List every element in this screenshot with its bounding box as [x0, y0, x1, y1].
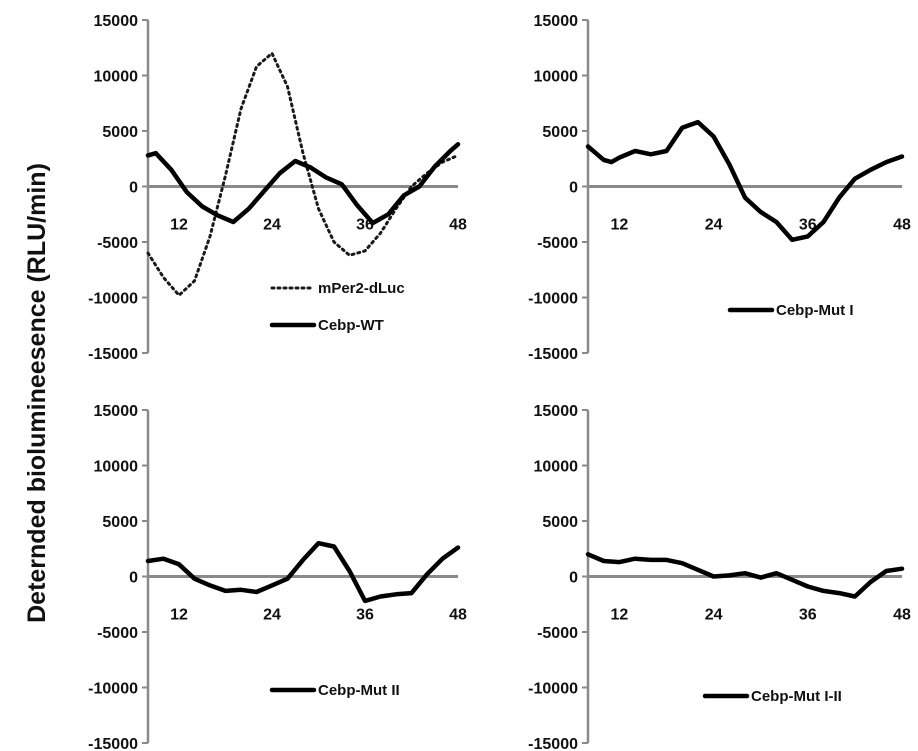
y-tick-label: 5000: [542, 124, 578, 141]
series-line-cebp-mut-i-ii: [585, 552, 905, 599]
panel-bottom-right: 15000 10000 5000 0 -5000 -10000 -15000 12 24 36 48…: [528, 403, 911, 751]
x-tick-label: 12: [611, 607, 629, 624]
x-tick-label: 48: [449, 607, 467, 624]
x-tick-label: 24: [263, 607, 281, 624]
y-tick-label: -5000: [537, 625, 578, 642]
series-line-mper2-dluc: [146, 51, 460, 297]
y-tick-label: -15000: [88, 736, 138, 751]
x-tick-label: 48: [893, 607, 911, 624]
y-tick-label: 15000: [534, 13, 579, 30]
y-tick-label: -15000: [88, 346, 138, 363]
x-tick-label: 48: [893, 217, 911, 234]
y-tick-label: -10000: [528, 291, 578, 308]
y-tick-label: 5000: [542, 514, 578, 531]
y-tick-label: -15000: [528, 736, 578, 751]
y-tick-label: 15000: [534, 403, 579, 420]
y-tick-label: -10000: [528, 681, 578, 698]
x-tick-label: 24: [705, 607, 723, 624]
x-tick-label: 36: [799, 607, 817, 624]
legend-label: Cebp-Mut II: [318, 682, 400, 699]
y-tick-label: -5000: [97, 625, 138, 642]
x-tick-label: 24: [705, 217, 723, 234]
y-tick-label: 10000: [534, 459, 579, 476]
y-tick-label: 5000: [102, 514, 138, 531]
y-tick-label: 0: [569, 180, 578, 197]
y-tick-label: -10000: [88, 291, 138, 308]
legend-label: Cebp-Mut I: [776, 302, 853, 319]
series-line-cebp-wt: [145, 142, 461, 226]
y-axis-label: Deternded biolumineesence (RLU/min): [23, 163, 51, 623]
legend-label: mPer2-dLuc: [318, 280, 405, 297]
y-tick-label: 10000: [94, 69, 139, 86]
x-tick-label: 12: [170, 607, 188, 624]
y-tick-label: 15000: [94, 13, 139, 30]
y-tick-label: 15000: [94, 403, 139, 420]
y-tick-label: 10000: [94, 459, 139, 476]
y-tick-label: 0: [569, 570, 578, 587]
x-tick-label: 24: [263, 217, 281, 234]
y-tick-label: 0: [129, 180, 138, 197]
y-tick-label: -10000: [88, 681, 138, 698]
y-tick-label: -15000: [528, 346, 578, 363]
x-tick-label: 48: [449, 217, 467, 234]
y-tick-label: -5000: [537, 235, 578, 252]
y-tick-label: 10000: [534, 69, 579, 86]
series-line-cebp-mut-i: [585, 119, 905, 243]
series-line-cebp-mut-ii: [145, 540, 461, 604]
legend-label: Cebp-Mut I-II: [751, 688, 842, 705]
legend-label: Cebp-WT: [318, 317, 384, 334]
x-tick-label: 12: [170, 217, 188, 234]
panel-bottom-left: 15000 10000 5000 0 -5000 -10000 -15000 12 24 36 48…: [88, 403, 467, 751]
x-tick-label: 36: [356, 607, 374, 624]
y-tick-label: -5000: [97, 235, 138, 252]
x-tick-label: 12: [611, 217, 629, 234]
y-tick-label: 0: [129, 570, 138, 587]
y-tick-label: 5000: [102, 124, 138, 141]
